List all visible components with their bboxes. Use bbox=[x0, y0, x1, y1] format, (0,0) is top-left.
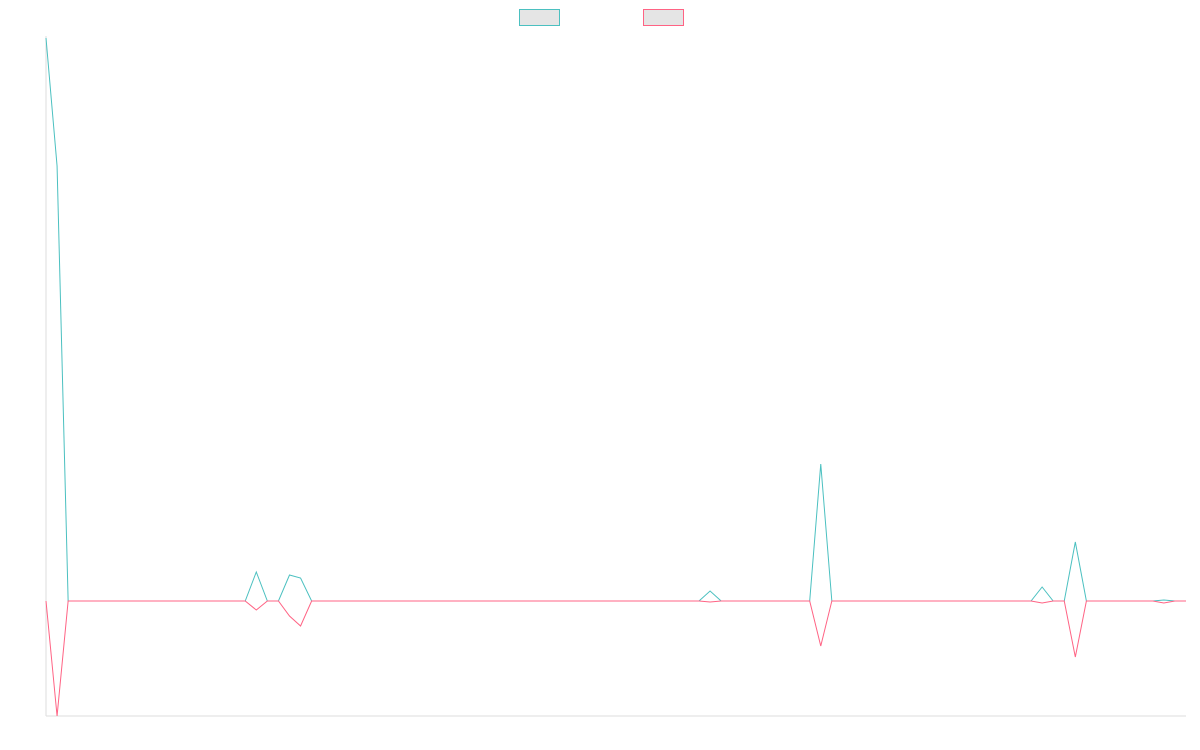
legend-swatch-1[interactable] bbox=[519, 9, 560, 26]
chart-series bbox=[45, 37, 1186, 717]
legend-swatch-2[interactable] bbox=[643, 9, 684, 26]
chart-legend bbox=[519, 9, 684, 26]
series-line-1 bbox=[45, 37, 1186, 602]
series-line-2 bbox=[45, 600, 1186, 717]
chart-axes bbox=[45, 36, 1186, 717]
